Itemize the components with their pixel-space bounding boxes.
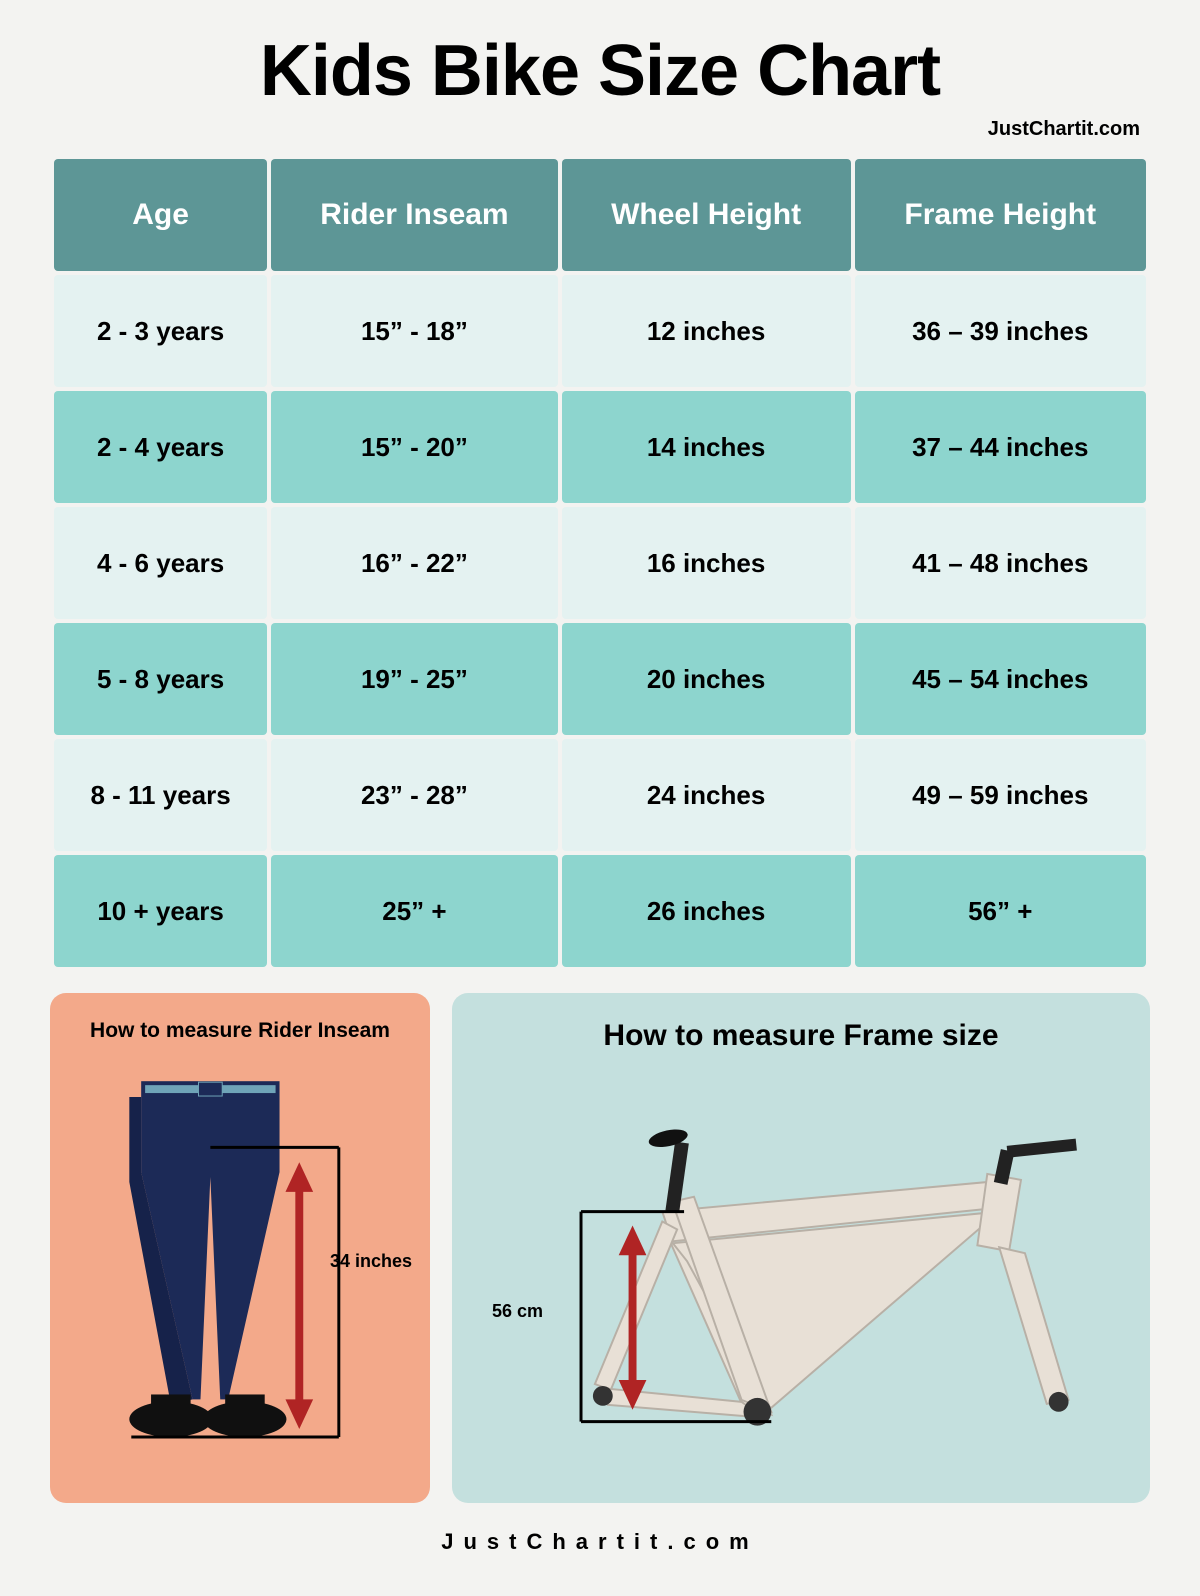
- table-cell: 26 inches: [562, 855, 851, 967]
- col-age: Age: [54, 159, 267, 271]
- table-cell: 25” +: [271, 855, 557, 967]
- table-cell: 16” - 22”: [271, 507, 557, 619]
- table-cell: 2 - 4 years: [54, 391, 267, 503]
- panel-frame: How to measure Frame size: [452, 993, 1150, 1503]
- table-cell: 14 inches: [562, 391, 851, 503]
- table-cell: 15” - 18”: [271, 275, 557, 387]
- table-cell: 56” +: [855, 855, 1146, 967]
- size-chart-table: Age Rider Inseam Wheel Height Frame Heig…: [50, 155, 1150, 971]
- frame-value: 56 cm: [492, 1301, 543, 1322]
- table-row: 10 + years25” +26 inches56” +: [54, 855, 1146, 967]
- table-cell: 19” - 25”: [271, 623, 557, 735]
- table-cell: 41 – 48 inches: [855, 507, 1146, 619]
- footer-attribution: JustChartit.com: [50, 1529, 1150, 1555]
- attribution-top: JustChartit.com: [50, 118, 1150, 141]
- table-cell: 8 - 11 years: [54, 739, 267, 851]
- table-row: 5 - 8 years19” - 25”20 inches45 – 54 inc…: [54, 623, 1146, 735]
- table-cell: 23” - 28”: [271, 739, 557, 851]
- table-cell: 15” - 20”: [271, 391, 557, 503]
- table-row: 2 - 4 years15” - 20”14 inches37 – 44 inc…: [54, 391, 1146, 503]
- table-cell: 10 + years: [54, 855, 267, 967]
- table-cell: 16 inches: [562, 507, 851, 619]
- table-header-row: Age Rider Inseam Wheel Height Frame Heig…: [54, 159, 1146, 271]
- info-panels: How to measure Rider Inseam: [50, 993, 1150, 1503]
- panel-frame-title: How to measure Frame size: [474, 1019, 1128, 1053]
- frame-illustration: 56 cm: [474, 1071, 1128, 1481]
- table-cell: 5 - 8 years: [54, 623, 267, 735]
- col-frame: Frame Height: [855, 159, 1146, 271]
- page-title: Kids Bike Size Chart: [50, 30, 1150, 112]
- panel-inseam-title: How to measure Rider Inseam: [72, 1019, 408, 1043]
- table-cell: 24 inches: [562, 739, 851, 851]
- table-cell: 49 – 59 inches: [855, 739, 1146, 851]
- inseam-value: 34 inches: [330, 1251, 412, 1272]
- inseam-illustration: 34 inches: [72, 1061, 408, 1471]
- table-row: 8 - 11 years23” - 28”24 inches49 – 59 in…: [54, 739, 1146, 851]
- table-cell: 12 inches: [562, 275, 851, 387]
- table-cell: 36 – 39 inches: [855, 275, 1146, 387]
- table-row: 2 - 3 years15” - 18”12 inches36 – 39 inc…: [54, 275, 1146, 387]
- col-inseam: Rider Inseam: [271, 159, 557, 271]
- table-row: 4 - 6 years16” - 22”16 inches41 – 48 inc…: [54, 507, 1146, 619]
- table-cell: 37 – 44 inches: [855, 391, 1146, 503]
- panel-inseam: How to measure Rider Inseam: [50, 993, 430, 1503]
- table-cell: 4 - 6 years: [54, 507, 267, 619]
- col-wheel: Wheel Height: [562, 159, 851, 271]
- table-cell: 2 - 3 years: [54, 275, 267, 387]
- table-cell: 45 – 54 inches: [855, 623, 1146, 735]
- table-cell: 20 inches: [562, 623, 851, 735]
